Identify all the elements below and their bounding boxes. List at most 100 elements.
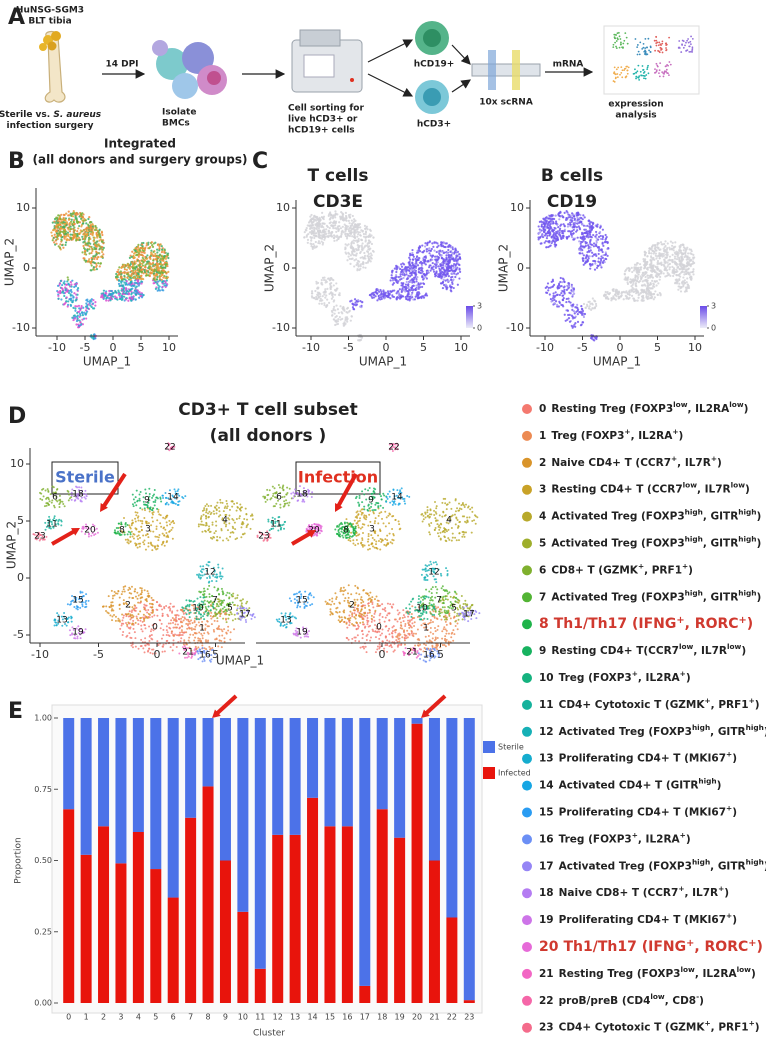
cell-dot: [447, 245, 450, 248]
cell-dot: [110, 290, 113, 293]
cell-dot: [359, 263, 362, 266]
cell-dot: [567, 317, 571, 320]
cell-dot: [547, 245, 550, 249]
cell-dot: [588, 222, 591, 225]
cell-dot: [148, 256, 152, 259]
cell-dot: [165, 284, 168, 287]
expression-dot: [668, 61, 671, 63]
cell-dot: [414, 271, 417, 275]
cell-dot: [330, 224, 333, 227]
cell-dot: [575, 310, 578, 313]
cell-dot: [161, 285, 164, 288]
cell-dot: [375, 291, 378, 294]
cell-dot: [165, 255, 168, 258]
cell-dot: [676, 262, 679, 266]
cell-dot: [576, 229, 579, 232]
cell-dot: [372, 296, 375, 299]
cell-dot: [413, 269, 416, 272]
cell-dot: [344, 232, 347, 235]
cell-dot: [90, 298, 93, 301]
cell-dot: [595, 239, 598, 242]
cell-dot: [448, 243, 451, 247]
cell-dot: [95, 268, 99, 271]
cell-dot: [129, 277, 133, 280]
cell-dot: [679, 290, 683, 293]
cell-dot: [109, 299, 112, 302]
cell-dot: [69, 233, 72, 236]
cell-dot: [433, 255, 437, 258]
cell-dot: [138, 264, 141, 267]
cell-dot: [589, 249, 592, 252]
cell-dot: [549, 297, 552, 301]
cell-dot: [560, 230, 563, 233]
cell-dot: [125, 268, 128, 271]
cell-dot: [134, 269, 137, 272]
cell-dot: [340, 232, 343, 235]
cell-dot: [599, 225, 602, 228]
cell-dot: [314, 216, 317, 219]
cell-dot: [62, 246, 65, 249]
x-tick-label: -10: [536, 341, 554, 354]
cell-dot: [654, 252, 658, 255]
cell-dot: [644, 261, 647, 264]
cell-dot: [66, 290, 69, 293]
cell-dot: [565, 217, 568, 220]
cell-dot: [684, 286, 688, 289]
cell-dot: [442, 271, 445, 274]
expression-dot: [619, 43, 622, 46]
cell-dot: [347, 243, 350, 246]
cell-dot: [617, 290, 621, 293]
cell-dot: [427, 259, 430, 262]
workflow-label: live hCD3+ or: [288, 115, 358, 125]
expression-dot: [618, 35, 621, 38]
cell-dot: [416, 275, 419, 279]
cell-dot: [152, 263, 155, 266]
expression-dot: [686, 39, 688, 42]
cell-dot: [423, 260, 427, 263]
cell-dot: [156, 251, 159, 254]
cell-dot: [133, 271, 136, 275]
cell-dot: [540, 229, 543, 232]
expression-dot: [620, 66, 623, 69]
cell-dot: [556, 285, 560, 288]
cell-dot: [688, 260, 691, 263]
cell-dot: [549, 286, 552, 289]
cell-dot: [80, 305, 83, 308]
cell-dot: [109, 293, 112, 296]
cell-dot: [666, 265, 669, 268]
cell-dot: [625, 295, 628, 298]
cell-dot: [172, 621, 175, 624]
cell-dot: [57, 291, 60, 294]
cell-dot: [681, 252, 684, 255]
cell-dot: [649, 291, 652, 294]
cell-dot: [368, 242, 371, 245]
expression-dot: [685, 50, 687, 52]
expression-dot: [653, 39, 656, 42]
cell-dot: [444, 279, 447, 282]
workflow-label: 10x scRNA: [479, 98, 533, 108]
cell-dot: [441, 286, 445, 290]
cell-dot: [678, 282, 681, 285]
cell-dot: [85, 234, 88, 237]
cell-dot: [626, 267, 629, 270]
cell-dot: [92, 298, 95, 302]
cell-dot: [540, 242, 543, 245]
expression-dot: [660, 49, 662, 51]
cell-dot: [128, 256, 131, 259]
cell-dot: [156, 255, 160, 259]
cell-dot: [51, 229, 55, 232]
expression-dot: [658, 41, 661, 44]
cell-dot: [56, 236, 59, 239]
cell-dot: [556, 232, 559, 235]
cell-dot: [358, 339, 362, 342]
cell-dot: [159, 279, 162, 282]
expression-dot: [666, 72, 669, 74]
cell-dot: [143, 269, 146, 272]
cell-dot: [142, 272, 145, 275]
cell-dot: [360, 336, 364, 339]
cell-dot: [431, 242, 434, 245]
cell-dot: [682, 276, 685, 279]
cell-dot: [555, 293, 559, 297]
cell-dot: [407, 261, 410, 264]
cell-dot: [629, 278, 632, 281]
